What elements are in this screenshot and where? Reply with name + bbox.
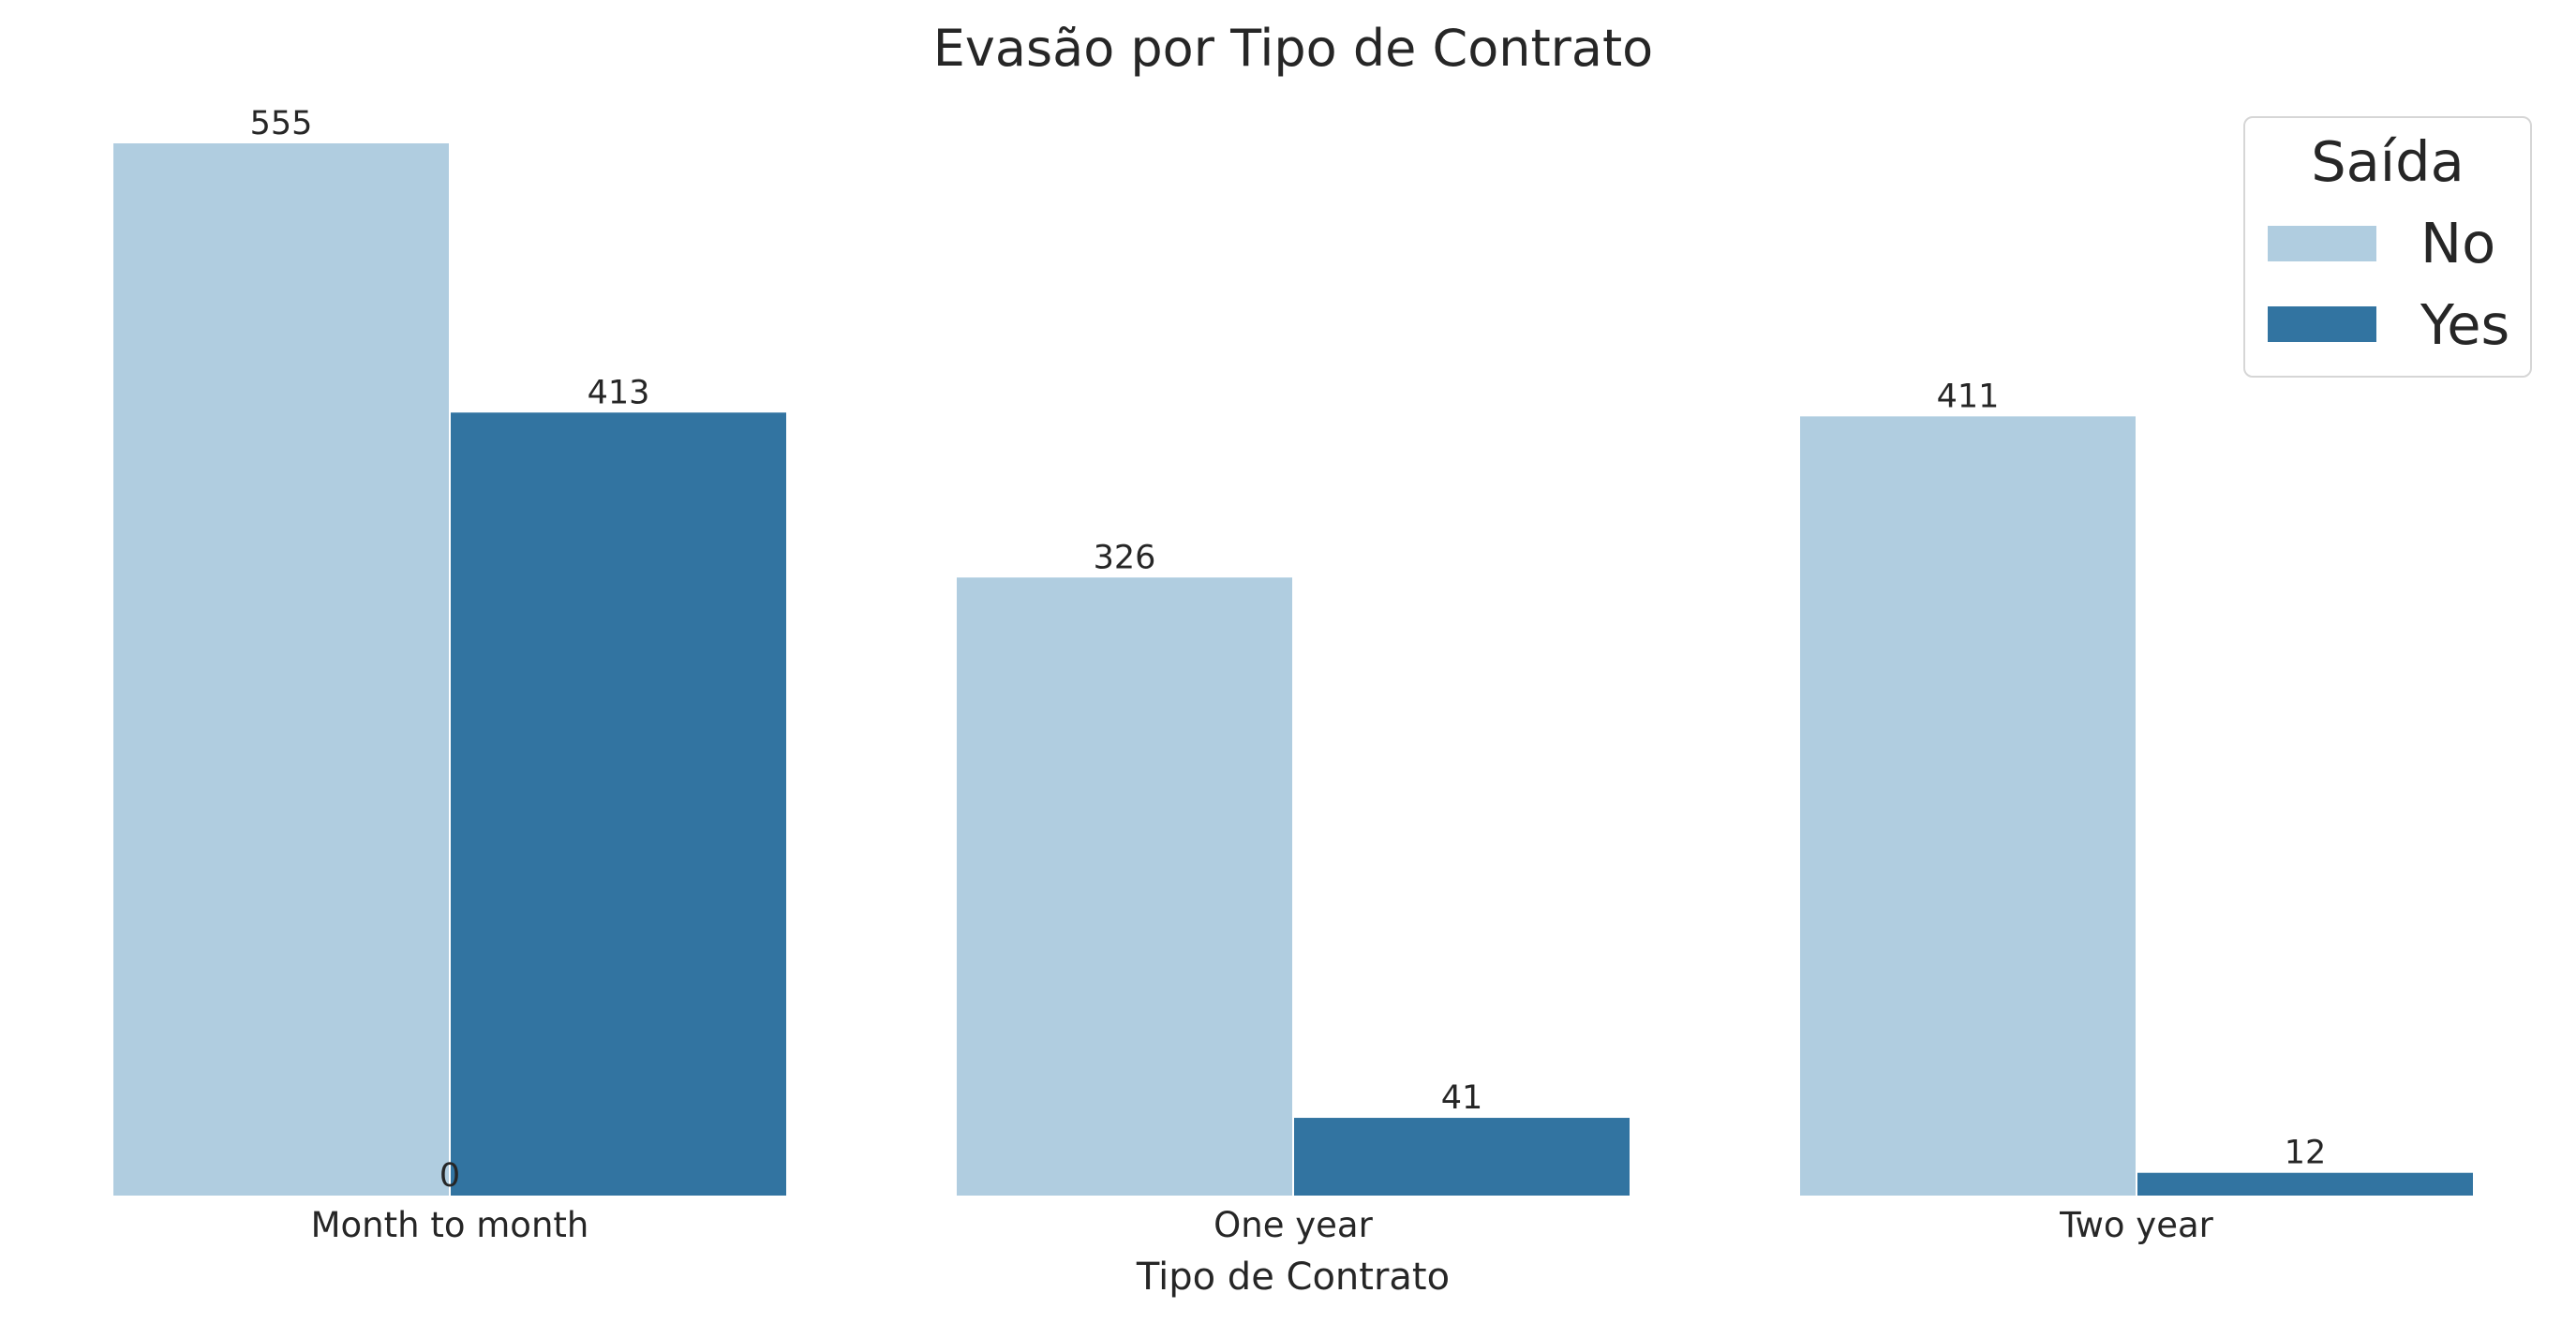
data-label-month-to-month-no: 555 [250,105,313,142]
legend-label-yes: Yes [2420,292,2509,357]
x-axis-label: Tipo de Contrato [1136,1256,1450,1299]
data-label-two-year-yes: 12 [2285,1135,2327,1172]
bar-one-year-yes [1294,1118,1630,1196]
legend-swatch-no [2268,226,2376,261]
bars-group [113,143,2473,1196]
data-label-one-year-no: 326 [1094,539,1156,576]
x-tick-one-year: One year [1214,1205,1373,1245]
bar-month-to-month-no [113,143,449,1196]
data-label-month-to-month-extra: 0 [439,1157,460,1195]
legend-label-no: No [2420,211,2495,275]
x-ticks-group: Month to month One year Two year [311,1205,2214,1245]
legend-swatch-yes [2268,306,2376,342]
bar-two-year-no [1800,416,2136,1196]
data-label-two-year-no: 411 [1937,378,2000,415]
data-label-month-to-month-yes: 413 [588,374,650,411]
data-label-one-year-yes: 41 [1441,1079,1483,1117]
bar-labels-group: 555 413 326 41 411 12 0 [250,105,2327,1195]
x-tick-month-to-month: Month to month [311,1205,589,1245]
legend-title: Saída [2311,129,2464,194]
legend: Saída No Yes [2243,116,2532,378]
bar-two-year-yes [2137,1172,2473,1196]
chart-title: Evasão por Tipo de Contrato [933,19,1653,78]
bar-one-year-no [957,577,1292,1196]
x-tick-two-year: Two year [2059,1205,2213,1245]
bar-month-to-month-yes [451,412,786,1196]
